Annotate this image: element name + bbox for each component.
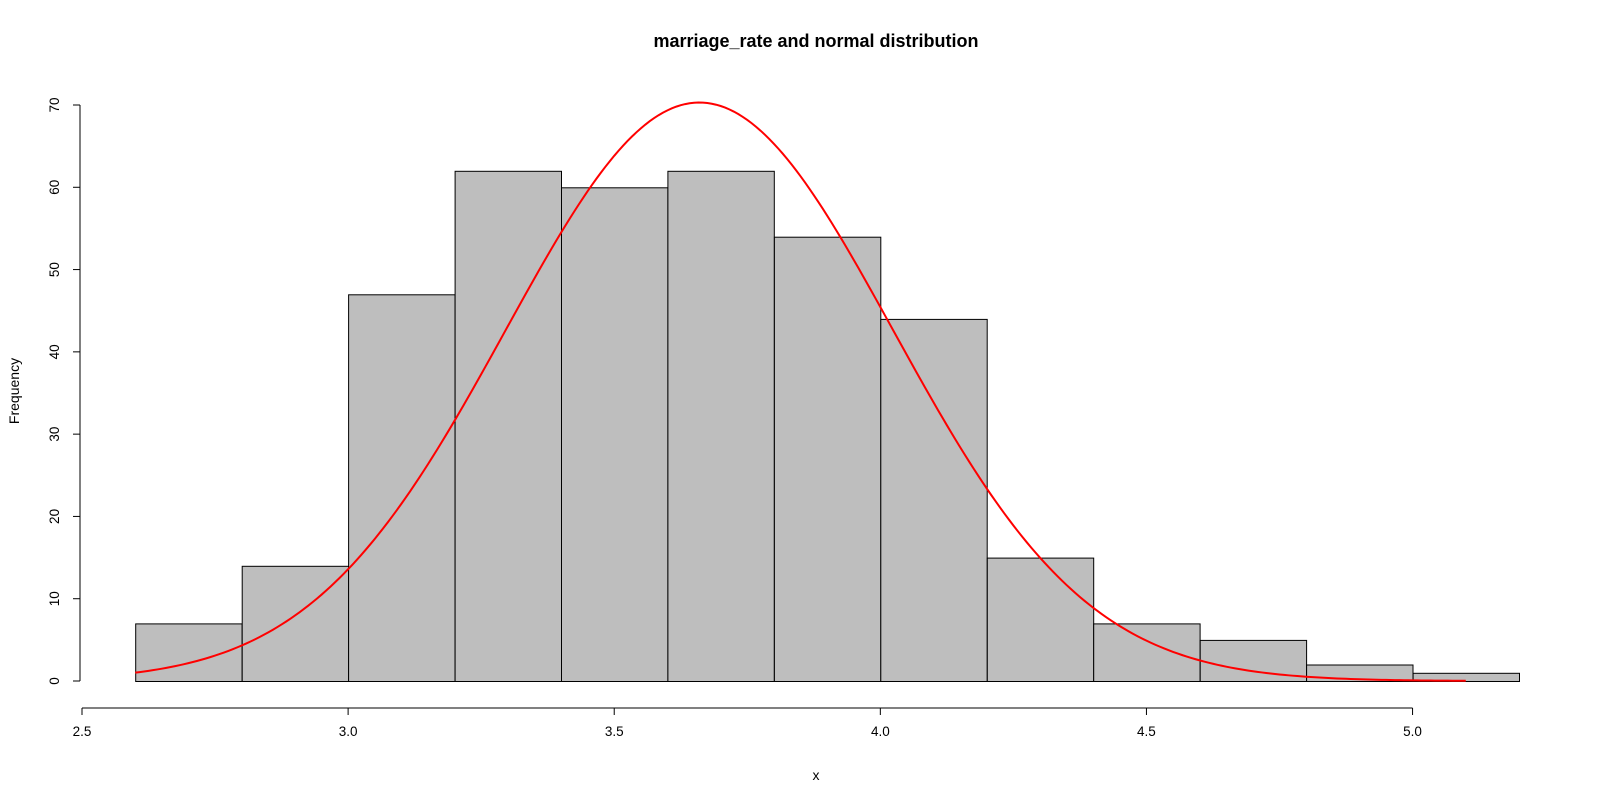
histogram-bar bbox=[1412, 672, 1520, 682]
normal-distribution-curve bbox=[135, 101, 1466, 682]
x-axis: 2.5 3.0 3.5 4.0 4.5 5.0 bbox=[73, 707, 1422, 739]
chart-title: marriage_rate and normal distribution bbox=[653, 31, 978, 51]
x-tick-label: 5.0 bbox=[1403, 724, 1422, 739]
histogram-bar bbox=[773, 236, 882, 682]
y-tick-label: 20 bbox=[47, 509, 62, 524]
histogram-bar bbox=[348, 294, 456, 682]
x-tick-label: 2.5 bbox=[73, 724, 92, 739]
histogram-bar bbox=[986, 557, 1095, 682]
y-tick-label: 70 bbox=[47, 97, 62, 112]
y-tick-label: 60 bbox=[47, 180, 62, 195]
y-axis-label: Frequency bbox=[6, 358, 22, 424]
y-tick-label: 50 bbox=[47, 262, 62, 277]
normal-curve-group bbox=[135, 101, 1466, 682]
histogram-bar bbox=[454, 170, 563, 683]
histogram-bar bbox=[880, 318, 988, 682]
y-tick-label: 30 bbox=[47, 427, 62, 442]
x-tick-label: 4.0 bbox=[871, 724, 890, 739]
bars-group bbox=[135, 170, 1520, 683]
histogram-bar bbox=[1093, 623, 1201, 683]
histogram-bar bbox=[561, 187, 669, 683]
y-tick-label: 10 bbox=[47, 591, 62, 606]
histogram-bar bbox=[667, 170, 775, 683]
x-tick-label: 4.5 bbox=[1137, 724, 1156, 739]
y-tick-label: 40 bbox=[47, 344, 62, 359]
x-axis-label: x bbox=[813, 767, 820, 783]
y-tick-label: 0 bbox=[47, 677, 62, 685]
y-axis: 0 10 20 30 40 50 60 70 bbox=[47, 97, 81, 685]
x-tick-label: 3.0 bbox=[339, 724, 358, 739]
x-tick-label: 3.5 bbox=[605, 724, 624, 739]
